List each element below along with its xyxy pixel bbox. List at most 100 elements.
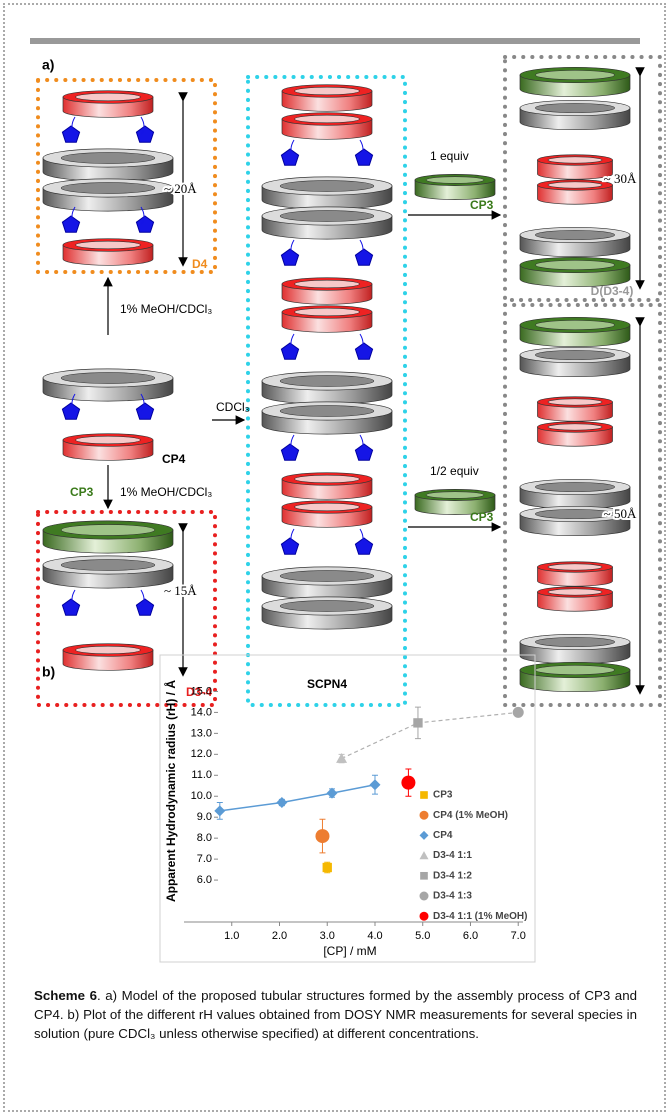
linker [281, 343, 298, 359]
y-axis-label: Apparent Hydrodynamic radius (rH) / Å [163, 680, 178, 902]
ring-hole [535, 350, 614, 359]
ring-hole [548, 589, 602, 595]
legend-marker [420, 892, 429, 901]
ring-hole [535, 482, 614, 491]
ring-hole [280, 601, 374, 612]
legend-marker [420, 791, 428, 799]
ring-hole [548, 399, 602, 405]
ring-hole [61, 560, 155, 571]
ring-hole [280, 406, 374, 417]
ring-hole [61, 525, 155, 536]
data-point [336, 753, 347, 763]
ring-hole [76, 241, 141, 249]
linker [355, 538, 372, 554]
compound-label: CP3 [470, 198, 494, 212]
x-tick-label: 4.0 [367, 930, 382, 942]
data-point [513, 707, 524, 718]
series-line [342, 712, 519, 758]
y-tick-label: 8.0 [197, 832, 212, 844]
ring-hole [535, 665, 614, 674]
ring-hole [76, 93, 141, 101]
panel-label: b) [42, 664, 55, 680]
linker-chain [72, 590, 144, 608]
caption-text: . a) Model of the proposed tubular struc… [34, 988, 637, 1041]
linker [62, 403, 79, 419]
ring-hole [548, 182, 602, 188]
ring-hole [535, 230, 614, 239]
y-tick-label: 13.0 [191, 727, 212, 739]
compound-label: CP3 [470, 510, 494, 524]
data-point [369, 779, 380, 790]
ring-hole [548, 564, 602, 570]
legend-label: CP4 [433, 830, 453, 841]
data-point [276, 797, 287, 808]
x-tick-label: 5.0 [415, 930, 430, 942]
x-tick-label: 3.0 [320, 930, 335, 942]
data-point [214, 805, 225, 816]
ring-hole [295, 503, 360, 511]
ring-hole [535, 637, 614, 646]
legend-marker [420, 851, 429, 859]
ring-hole [548, 157, 602, 163]
box-label: D(D3-4) [591, 284, 634, 298]
linker [281, 444, 298, 460]
legend-label: D3-4 1:3 [433, 891, 472, 902]
y-tick-label: 15.0 [191, 685, 212, 697]
y-tick-label: 7.0 [197, 853, 212, 865]
ring-hole [280, 376, 374, 387]
legend-marker [420, 872, 428, 880]
compound-label: CP3 [70, 485, 94, 499]
ring-hole [295, 115, 360, 123]
distance-label: ~ 50Å [604, 506, 637, 521]
legend-marker [420, 811, 429, 820]
linker [136, 599, 153, 615]
caption-label: Scheme 6 [34, 988, 97, 1003]
distance-label: ~ 15Å [164, 583, 197, 598]
linker [281, 249, 298, 265]
ring-hole [548, 424, 602, 430]
ring-hole [295, 308, 360, 316]
compound-label: CP4 [162, 452, 186, 466]
linker [355, 149, 372, 165]
legend-label: D3-4 1:1 (1% MeOH) [433, 911, 527, 922]
linker [355, 343, 372, 359]
ring-hole [61, 183, 155, 194]
linker [281, 538, 298, 554]
linker [281, 149, 298, 165]
condition: 1% MeOH/CDCl₃ [120, 302, 212, 316]
data-point [315, 829, 329, 843]
x-axis-label: [CP] / mM [323, 944, 376, 958]
ring-hole [535, 70, 614, 79]
ring-hole [535, 320, 614, 329]
ring-hole [76, 436, 141, 444]
legend-marker [420, 912, 429, 921]
condition: 1% MeOH/CDCl₃ [120, 485, 212, 499]
box-label: D4 [192, 257, 208, 271]
ring-hole [61, 153, 155, 164]
linker [62, 126, 79, 142]
ring-hole [426, 177, 484, 184]
x-tick-label: 7.0 [511, 930, 526, 942]
linker-chain [291, 435, 363, 453]
series-line [220, 785, 375, 811]
legend-marker [420, 831, 429, 840]
top-rule [30, 38, 640, 44]
page: {"scheme":{"panel_label":"a)","d4_distan… [0, 0, 669, 1115]
legend-label: D3-4 1:2 [433, 870, 472, 881]
legend-label: CP4 (1% MeOH) [433, 810, 508, 821]
linker [62, 599, 79, 615]
linker [62, 216, 79, 232]
ring-hole [280, 211, 374, 222]
figure: a) ~ 20Å D4 1% MeOH/CDCl₃ CP4 CP3 1% MeO… [0, 0, 669, 980]
linker-chain [72, 117, 144, 135]
y-tick-label: 12.0 [191, 748, 212, 760]
linker [355, 249, 372, 265]
ring-hole [535, 260, 614, 269]
linker [136, 403, 153, 419]
y-tick-label: 10.0 [191, 790, 212, 802]
condition: 1/2 equiv [430, 464, 479, 478]
linker-chain [291, 240, 363, 258]
ring-hole [280, 571, 374, 582]
ring-hole [61, 373, 155, 384]
x-tick-label: 6.0 [463, 930, 478, 942]
